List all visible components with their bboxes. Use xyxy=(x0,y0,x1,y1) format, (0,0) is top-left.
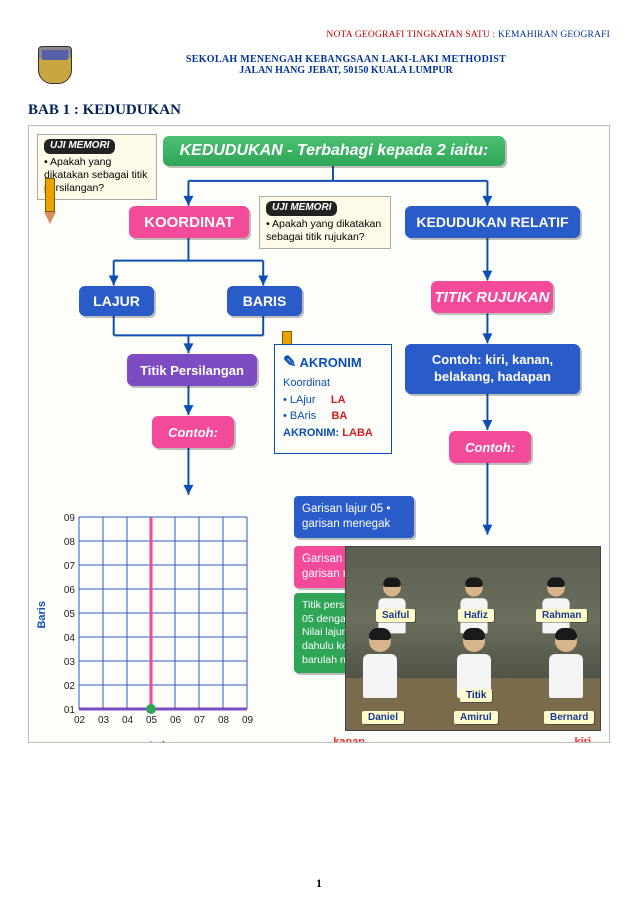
tag-titik: Titik xyxy=(460,689,492,702)
chapter-title: BAB 1 : KEDUDUKAN xyxy=(28,102,610,119)
node-titik-persilangan: Titik Persilangan xyxy=(127,354,257,386)
coordinate-grid: 0203040506070809 010203040506070809 xyxy=(51,501,289,733)
tag-bernard: Bernard xyxy=(544,711,594,724)
uji2-text: • Apakah yang dikatakan sebagai titik ru… xyxy=(266,218,381,243)
classroom-photo: Saiful Hafiz Rahman Daniel Amirul Bernar… xyxy=(345,546,601,731)
svg-text:01: 01 xyxy=(64,705,76,716)
tag-daniel: Daniel xyxy=(362,711,404,724)
node-koordinat: KOORDINAT xyxy=(129,206,249,238)
uji-memori-2: UJI MEMORI • Apakah yang dikatakan sebag… xyxy=(259,196,391,249)
title-banner: KEDUDUKAN - Terbahagi kepada 2 iaitu: xyxy=(163,136,505,166)
tag-rahman: Rahman xyxy=(536,609,587,622)
svg-text:08: 08 xyxy=(218,715,230,726)
callout-lajur: Garisan lajur 05 • garisan menegak xyxy=(294,496,414,538)
school-address: JALAN HANG JEBAT, 50150 KUALA LUMPUR xyxy=(82,65,610,76)
node-kedudukan-relatif: KEDUDUKAN RELATIF xyxy=(405,206,580,238)
akronim-l1: Koordinat xyxy=(283,375,383,392)
header-note: NOTA GEOGRAFI TINGKATAN SATU : KEMAHIRAN… xyxy=(28,30,610,40)
pencil-icon xyxy=(43,178,57,226)
akronim-title: ✎ AKRONIM xyxy=(283,351,383,375)
svg-text:07: 07 xyxy=(64,561,76,572)
label-kiri: kiri xyxy=(574,736,591,743)
node-baris: BARIS xyxy=(227,286,302,316)
concept-diagram: KEDUDUKAN - Terbahagi kepada 2 iaitu: UJ… xyxy=(28,125,610,743)
tag-amirul: Amirul xyxy=(454,711,498,724)
x-axis-label: Lajur xyxy=(149,740,176,743)
tag-hafiz: Hafiz xyxy=(458,609,494,622)
svg-text:04: 04 xyxy=(122,715,134,726)
node-titik-rujukan: TITIK RUJUKAN xyxy=(431,281,553,313)
akronim-box: ✎ AKRONIM Koordinat • LAjur LA • BAris B… xyxy=(274,344,392,454)
svg-text:06: 06 xyxy=(170,715,182,726)
svg-text:04: 04 xyxy=(64,633,76,644)
svg-text:03: 03 xyxy=(98,715,110,726)
svg-text:03: 03 xyxy=(64,657,76,668)
node-contoh-kk: Contoh: kiri, kanan, belakang, hadapan xyxy=(405,344,580,394)
page-number: 1 xyxy=(0,876,638,891)
note-blue: KEMAHIRAN GEOGRAFI xyxy=(498,30,610,40)
svg-text:09: 09 xyxy=(64,513,76,524)
svg-text:02: 02 xyxy=(74,715,86,726)
node-contoh2: Contoh: xyxy=(449,431,531,463)
svg-text:05: 05 xyxy=(146,715,158,726)
svg-text:09: 09 xyxy=(242,715,254,726)
uji1-text: • Apakah yang dikatakan sebagai titik pe… xyxy=(44,156,147,194)
node-lajur: LAJUR xyxy=(79,286,154,316)
svg-text:08: 08 xyxy=(64,537,76,548)
school-crest-icon xyxy=(38,46,72,84)
school-name: SEKOLAH MENENGAH KEBANGSAAN LAKI-LAKI ME… xyxy=(82,54,610,65)
svg-text:05: 05 xyxy=(64,609,76,620)
node-contoh1: Contoh: xyxy=(152,416,234,448)
tag-saiful: Saiful xyxy=(376,609,415,622)
uji2-header: UJI MEMORI xyxy=(266,201,337,216)
y-axis-label: Baris xyxy=(36,601,48,629)
note-red: NOTA GEOGRAFI TINGKATAN SATU : xyxy=(326,30,498,40)
label-kanan: kanan xyxy=(333,736,365,743)
svg-text:06: 06 xyxy=(64,585,76,596)
uji1-header: UJI MEMORI xyxy=(44,139,115,154)
svg-text:07: 07 xyxy=(194,715,206,726)
svg-text:02: 02 xyxy=(64,681,76,692)
